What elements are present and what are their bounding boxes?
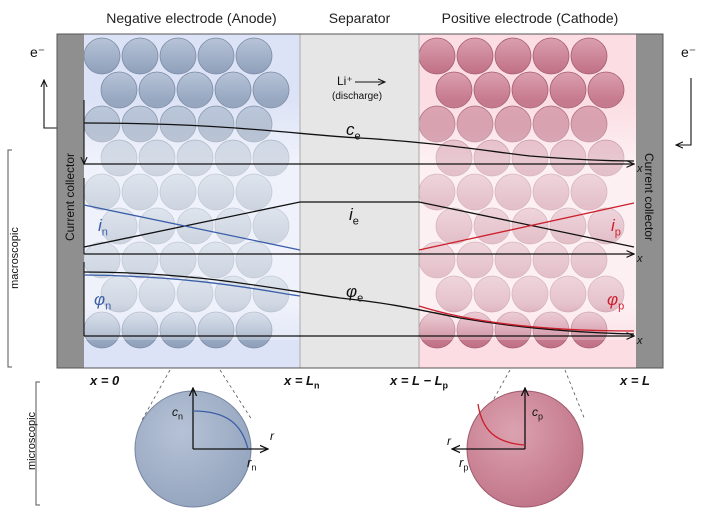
anode-particle [197,37,235,75]
cathode-particle [418,37,456,75]
pos-xL: x = L [620,373,650,388]
axis-x-label-2: x [637,253,643,265]
cn-profile [192,410,249,450]
separator-title: Separator [328,10,391,26]
discharge-label: (discharge) [332,91,383,102]
phip-curve [418,305,635,332]
rp-label: rp [459,455,469,473]
cp-profile [477,403,526,446]
separator-region [300,34,419,368]
cathode-title: Positive electrode (Cathode) [441,10,619,26]
left-electron-path [44,80,57,129]
anode-particle [121,37,159,75]
right-electron-path [676,78,692,145]
cathode-particle [456,37,494,75]
li-ion-label: Li⁺ [337,74,353,88]
in-label: in [98,216,108,239]
axis-x-label-3: x [637,335,643,347]
left-current-collector [57,34,84,368]
pos-xLLp: x = L − Lp [390,373,449,391]
ie-curve [83,201,635,248]
anode-particle [83,37,121,75]
ce-label: ce [346,120,361,143]
left-electron-label: e⁻ [30,44,46,60]
phin-curve [83,274,301,297]
cathode-r-axis-label: r [447,434,451,448]
phie-label: φe [346,282,364,305]
anode-particle [159,37,197,75]
ce-curve [83,122,635,162]
ip-curve [418,202,635,251]
x-axes [84,100,634,336]
cathode-particle [570,37,608,75]
right-current-collector [636,34,663,368]
right-collector-label: Current collector [642,152,656,242]
anode-title: Negative electrode (Anode) [106,10,277,26]
cathode-particle [532,37,570,75]
anode-particle [235,37,273,75]
pos-x0: x = 0 [90,373,120,388]
anode-r-axis-label: r [270,429,274,443]
axis-x-label-1: x [637,163,643,175]
left-collector-label: Current collector [63,152,77,242]
anode-fade [83,100,300,340]
microscopic-bracket [35,381,40,506]
right-electron-label: e⁻ [681,44,697,60]
phie-curve [83,271,635,335]
pos-xLn: x = Ln [284,373,320,391]
microscopic-label: microscopic [26,411,38,471]
cp-label: cp [532,405,544,422]
cathode-fade [419,100,636,340]
macroscopic-label: macroscopic [9,227,21,289]
phin-label: φn [94,290,112,313]
macroscopic-bracket [7,149,12,368]
cathode-particle [494,37,532,75]
cn-label: cn [172,405,184,422]
ip-label: ip [611,216,621,239]
rn-label: rn [247,455,257,473]
in-curve [83,204,301,251]
phip-label: φp [607,290,625,313]
ie-label: ie [349,205,359,228]
